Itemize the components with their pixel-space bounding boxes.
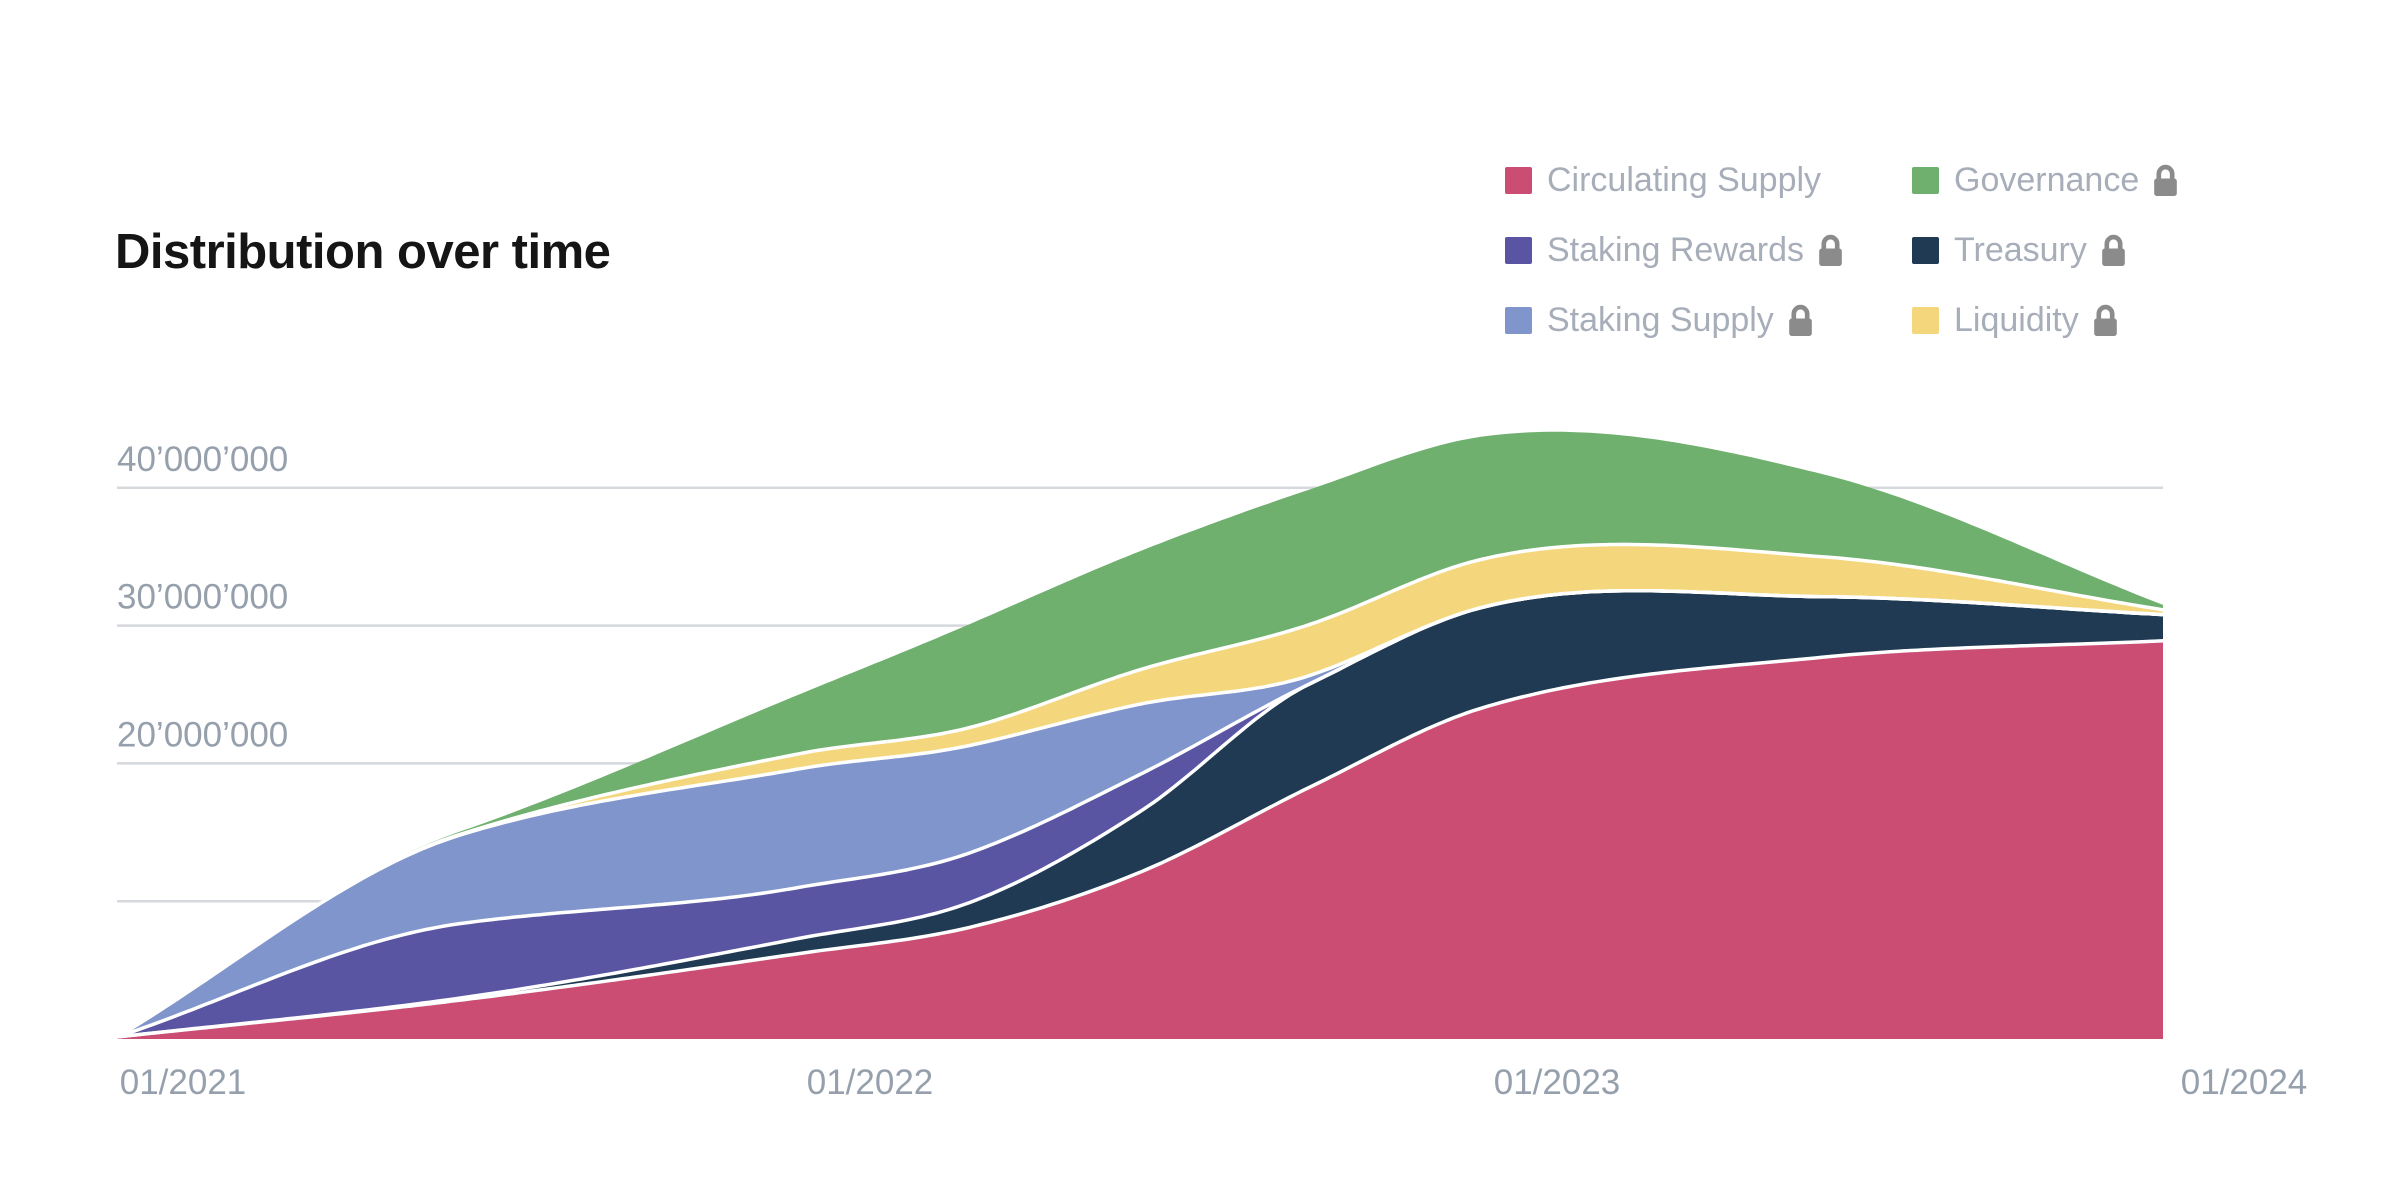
legend-column-1: Circulating Supply Staking Rewards Staki…: [1505, 145, 1844, 355]
legend-column-2: Governance Treasury Liquidity: [1912, 145, 2179, 355]
area-staking-rewards: [117, 590, 2163, 1037]
legend-item-label: Staking Rewards: [1547, 230, 1805, 269]
x-axis-tick-label: 01/2024: [2181, 1063, 2308, 1102]
legend-item-circulating-supply[interactable]: Circulating Supply: [1505, 145, 1844, 215]
legend-swatch: [1912, 306, 1939, 334]
y-axis-tick-label: 40’000’000: [117, 440, 288, 479]
legend-swatch: [1505, 236, 1532, 264]
x-axis-tick-label: 01/2021: [120, 1063, 247, 1102]
x-axis-tick-label: 01/2022: [807, 1063, 934, 1102]
lock-icon: [2102, 234, 2125, 266]
legend-item-staking-rewards[interactable]: Staking Rewards: [1505, 215, 1844, 285]
area-treasury: [117, 590, 2163, 1037]
area-liquidity: [117, 544, 2163, 1037]
y-axis-tick-label: 30’000’000: [117, 578, 288, 617]
legend-swatch: [1912, 236, 1939, 264]
lock-icon: [2093, 304, 2117, 336]
legend-swatch: [1505, 306, 1532, 334]
legend-item-label: Governance: [1954, 160, 2140, 199]
legend-item-label: Liquidity: [1954, 300, 2079, 339]
legend-item-label: Staking Supply: [1547, 300, 1774, 339]
legend-item-governance[interactable]: Governance: [1912, 145, 2179, 215]
chart-title: Distribution over time: [115, 225, 611, 279]
band-separator: [115, 542, 2165, 1039]
legend-item-treasury[interactable]: Treasury: [1912, 215, 2179, 285]
lock-icon: [1788, 304, 1812, 336]
lock-icon: [2154, 164, 2178, 196]
legend-item-label: Treasury: [1954, 230, 2087, 269]
band-separator: [115, 639, 2165, 1039]
legend-item-liquidity[interactable]: Liquidity: [1912, 285, 2179, 355]
legend-item-label: Circulating Supply: [1547, 160, 1822, 199]
area-circulating-supply: [117, 640, 2163, 1039]
x-axis-tick-label: 01/2023: [1494, 1063, 1621, 1102]
legend-swatch: [1505, 166, 1532, 194]
area-governance: [117, 431, 2163, 1037]
y-axis-tick-label: 20’000’000: [117, 715, 288, 754]
legend-item-staking-supply[interactable]: Staking Supply: [1505, 285, 1844, 355]
legend-swatch: [1912, 166, 1939, 194]
lock-icon: [1819, 234, 1842, 266]
